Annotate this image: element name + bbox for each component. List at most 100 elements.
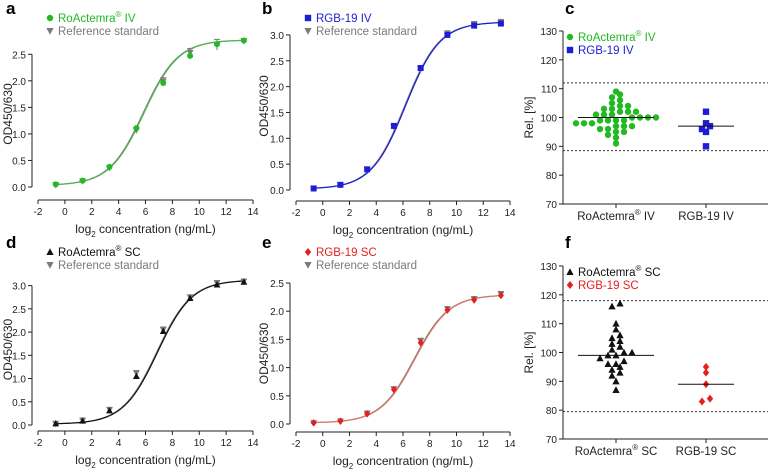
group-label-main: RoActemra [577,211,635,223]
x-tick-label: 0 [320,208,326,219]
legend-text: RoActemra [58,13,116,25]
x-tick-label: -2 [34,438,43,449]
legend-marker [304,262,312,269]
x-tick-label: 2 [89,438,95,449]
legend-text: Reference standard [58,26,159,38]
fit-curve-grey [313,22,501,189]
y-tick-label: 100 [540,349,557,360]
legend-sup: ® [116,244,122,253]
data-point [612,122,620,130]
x-tick-label: 8 [170,207,176,218]
data-point [497,291,504,300]
data-point [612,386,620,393]
legend-marker [566,46,574,54]
data-point [702,368,710,377]
y-tick-label: 120 [540,56,557,67]
data-point [364,166,371,173]
legend-marker [304,248,312,256]
y-axis-label: OD450/630 [1,83,15,145]
data-point [213,41,220,48]
data-point [608,340,616,347]
data-point [706,394,714,403]
x-label-text: concentration (ng/mL) [96,453,216,467]
data-point [616,363,624,370]
data-point [133,125,140,132]
data-point [702,143,710,150]
y-axis-label: OD450/630 [257,75,271,137]
x-tick-label: 14 [247,207,259,218]
data-point [608,99,616,107]
legend-marker [46,248,54,255]
y-axis-label: OD450/630 [1,318,15,380]
fit-curve-grey [55,280,244,425]
y-tick-label: 90 [546,142,558,153]
data-point [652,114,660,121]
data-point [444,31,451,38]
y-tick-label: 1.0 [270,134,284,145]
y-tick-label: 1.5 [270,335,284,346]
y-tick-label: 1.0 [270,364,284,375]
x-tick-label: 12 [478,439,490,450]
legend-text: RoActemra [578,267,636,279]
x-tick-label: 10 [451,439,463,450]
legend-marker [566,33,574,41]
x-label-subscript: 2 [349,462,354,471]
legend-marker [46,14,54,22]
data-point [213,281,221,288]
data-point [240,37,247,44]
panel-letter-a: a [6,0,16,18]
data-point [79,417,87,424]
y-tick-label: 0.5 [270,392,284,403]
y-tick-label: 2.0 [12,77,26,88]
x-label-text: concentration (ng/mL) [353,223,473,237]
data-point [604,131,612,138]
data-point [612,140,620,147]
data-point [608,94,616,101]
x-label-log: log [75,222,91,236]
legend-label: RoActemra® IV [58,10,136,25]
data-point [624,102,632,110]
legend-marker [304,14,312,22]
data-point [132,372,140,380]
x-tick-label: 2 [347,439,353,450]
legend-text: Reference standard [316,260,417,272]
data-point [616,368,624,376]
data-point [616,108,624,115]
data-point [588,120,596,127]
legend-label: RoActemra® SC [58,244,141,259]
legend-text: RGB-19 IV [578,45,634,57]
x-tick-label: 14 [504,208,516,219]
x-tick-label: 10 [194,207,206,218]
data-point [417,338,424,347]
group-label-main: RGB-19 SC [676,446,737,458]
data-point [702,120,710,127]
data-point [620,117,628,124]
x-tick-label: 10 [451,208,463,219]
data-point [444,306,451,314]
y-tick-label: 2.0 [270,83,284,94]
legend-sup: ® [116,10,122,19]
x-tick-label: 14 [247,438,259,449]
legend-label: RGB-19 SC [578,280,639,292]
x-tick-label: 8 [170,438,176,449]
x-axis-label: log2 concentration (ng/mL) [333,223,474,240]
fit-curve-red [313,295,501,424]
x-tick-label: 6 [143,438,149,449]
legend-text: RGB-19 IV [316,13,372,25]
data-point [106,163,113,170]
y-tick-label: 100 [540,114,557,125]
legend-label: RGB-19 IV [316,13,372,25]
y-tick-label: 120 [540,291,557,302]
data-point [310,185,317,192]
data-point [600,105,608,113]
data-point [608,105,616,113]
data-point [604,125,612,133]
x-tick-label: 2 [347,208,353,219]
group-label-suffix: SC [638,446,657,458]
data-point [106,406,113,414]
y-tick-label: 0.5 [12,398,26,409]
data-point [604,117,612,124]
group-label: RoActemra® IV [577,208,655,223]
